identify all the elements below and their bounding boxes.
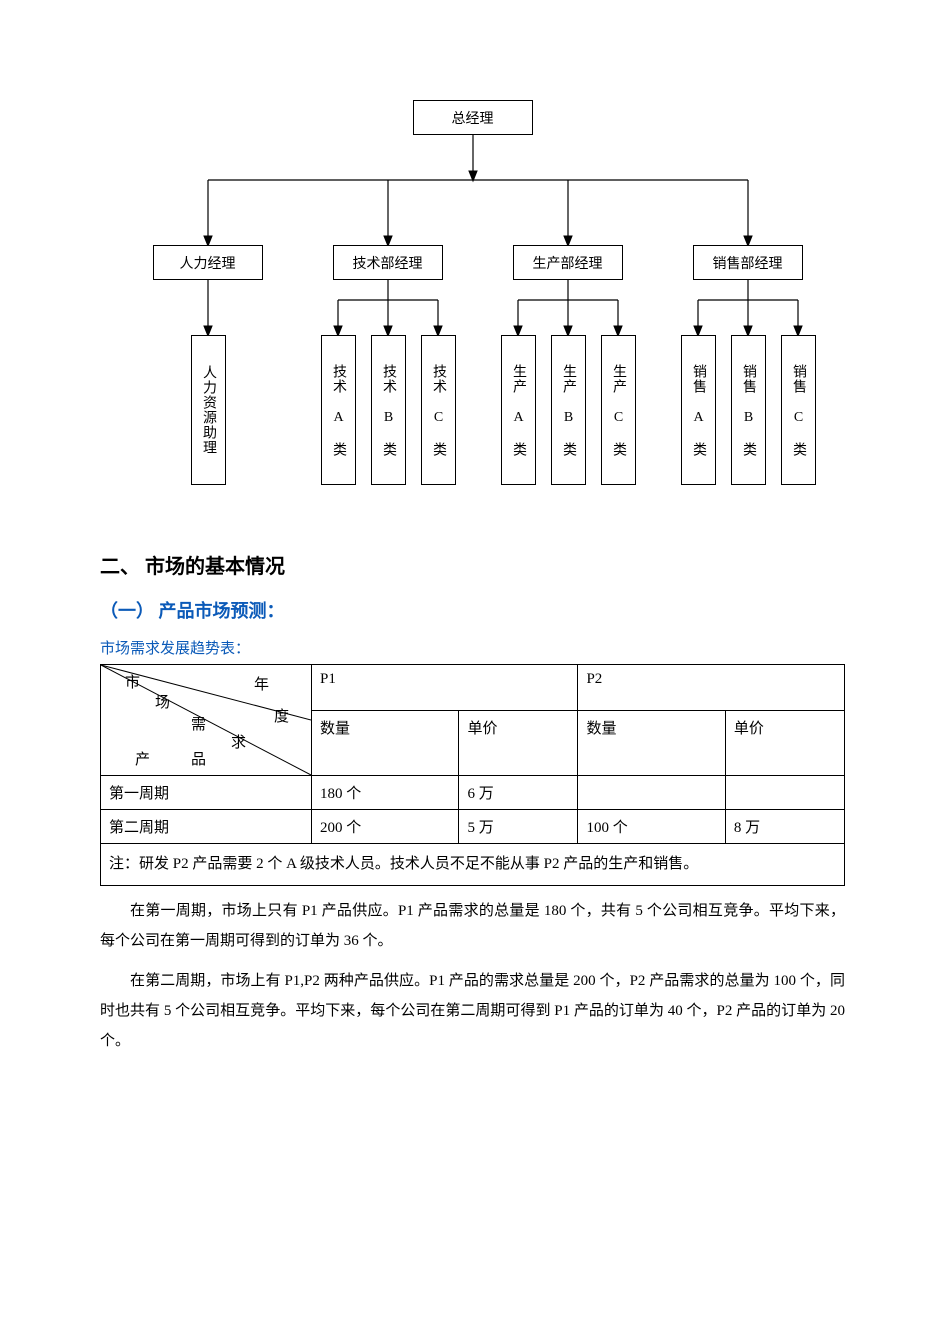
market-demand-table: 年 度 市 场 需 求 产 品 P1 P2 数量 单价 数量 单价 第一周期 1… [100, 664, 845, 886]
subheader-price2: 单价 [725, 711, 844, 776]
table-row: 第二周期 200 个 5 万 100 个 8 万 [101, 810, 845, 844]
corner-label-m4: 求 [231, 731, 256, 752]
org-leaf-prod-a: 生产 A 类 [501, 335, 536, 485]
col-group-p2: P2 [578, 665, 845, 711]
row2-c3: 8 万 [725, 810, 844, 844]
table-caption: 市场需求发展趋势表： [100, 637, 845, 658]
org-leaf-tech-a: 技术 A 类 [321, 335, 356, 485]
row2-label: 第二周期 [101, 810, 312, 844]
table-note-row: 注：研发 P2 产品需要 2 个 A 级技术人员。技术人员不足不能从事 P2 产… [101, 844, 845, 886]
corner-label-year1: 年 [254, 673, 279, 694]
org-leaf-tech-b: 技术 B 类 [371, 335, 406, 485]
row2-c2: 100 个 [578, 810, 725, 844]
corner-label-p2: 品 [191, 748, 216, 769]
subheader-qty1: 数量 [312, 711, 459, 776]
org-leaf-prod-c: 生产 C 类 [601, 335, 636, 485]
corner-label-m2: 场 [155, 691, 180, 712]
heading-section-2: 二、 市场的基本情况 [100, 550, 845, 579]
row1-c3 [725, 776, 844, 810]
heading-subsection-1: （一） 产品市场预测： [100, 597, 845, 623]
org-leaf-hr-assistant: 人力资源助理 [191, 335, 226, 485]
org-leaf-sales-a: 销售 A 类 [681, 335, 716, 485]
col-group-p1: P1 [312, 665, 578, 711]
table-corner-cell: 年 度 市 场 需 求 产 品 [101, 665, 312, 776]
org-chart: 总经理 人力经理 技术部经理 生产部经理 销售部经理 人力资源助理 技术 A 类… [113, 80, 833, 510]
org-manager-hr: 人力经理 [153, 245, 263, 280]
org-root: 总经理 [413, 100, 533, 135]
corner-label-year2: 度 [274, 705, 299, 726]
subheader-price1: 单价 [459, 711, 578, 776]
table-note: 注：研发 P2 产品需要 2 个 A 级技术人员。技术人员不足不能从事 P2 产… [101, 844, 845, 886]
corner-label-m1: 市 [125, 671, 150, 692]
subheader-qty2: 数量 [578, 711, 725, 776]
row2-c0: 200 个 [312, 810, 459, 844]
paragraph-period2: 在第二周期，市场上有 P1,P2 两种产品供应。P1 产品的需求总量是 200 … [100, 966, 845, 1056]
paragraph-period1: 在第一周期，市场上只有 P1 产品供应。P1 产品需求的总量是 180 个，共有… [100, 896, 845, 956]
org-manager-prod: 生产部经理 [513, 245, 623, 280]
table-row: 第一周期 180 个 6 万 [101, 776, 845, 810]
row1-c2 [578, 776, 725, 810]
corner-label-m3: 需 [191, 713, 216, 734]
org-leaf-prod-b: 生产 B 类 [551, 335, 586, 485]
row2-c1: 5 万 [459, 810, 578, 844]
org-manager-sales: 销售部经理 [693, 245, 803, 280]
org-leaf-sales-b: 销售 B 类 [731, 335, 766, 485]
org-leaf-sales-c: 销售 C 类 [781, 335, 816, 485]
org-leaf-tech-c: 技术 C 类 [421, 335, 456, 485]
row1-label: 第一周期 [101, 776, 312, 810]
corner-label-p1: 产 [135, 748, 160, 769]
org-manager-tech: 技术部经理 [333, 245, 443, 280]
row1-c1: 6 万 [459, 776, 578, 810]
row1-c0: 180 个 [312, 776, 459, 810]
